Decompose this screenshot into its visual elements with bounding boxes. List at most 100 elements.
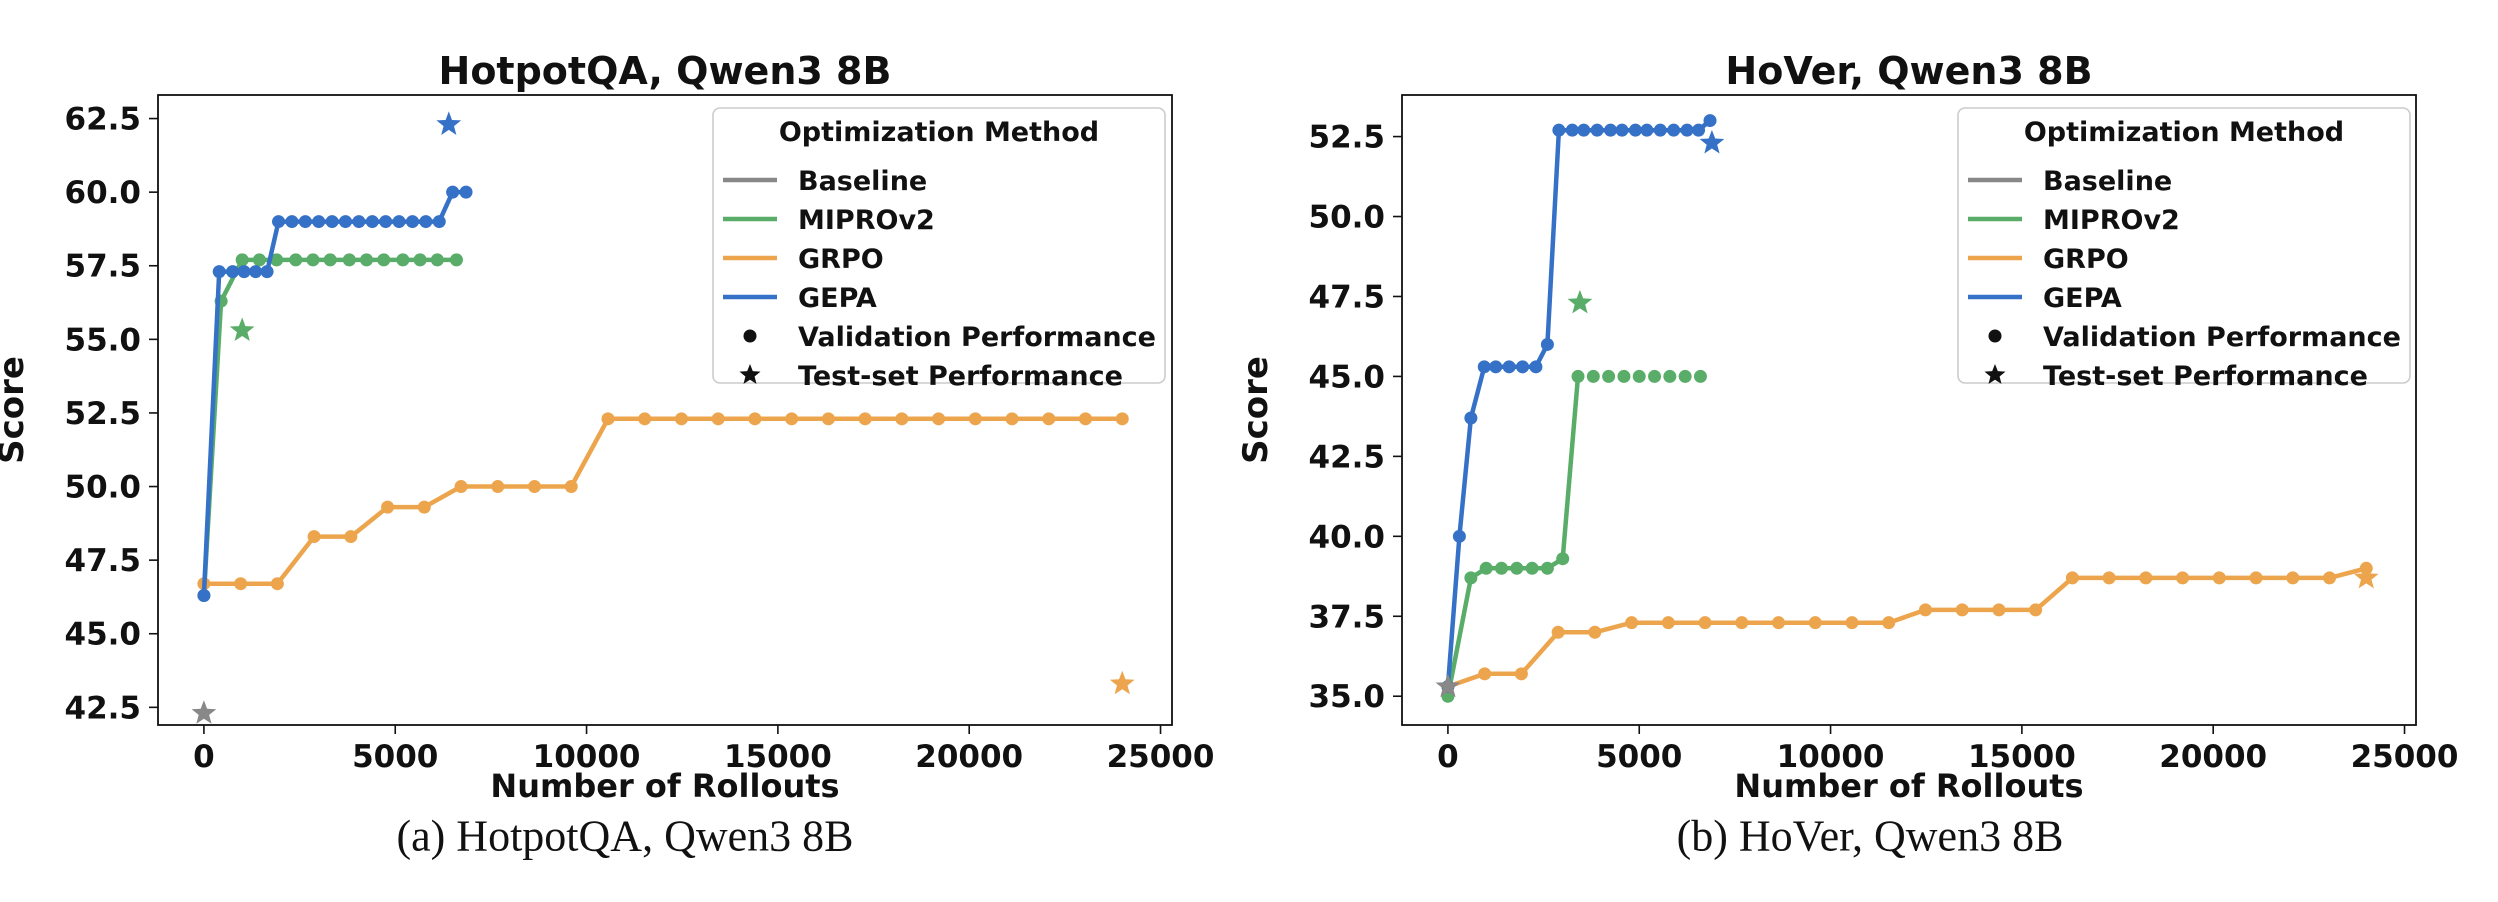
chart-hover: HoVer, Qwen3 8B Number of Rollouts Score 0 5… bbox=[1236, 49, 2458, 805]
chart-title: HotpotQA, Qwen3 8B bbox=[439, 49, 892, 93]
point-grpo bbox=[454, 480, 468, 494]
point-gepa bbox=[338, 215, 352, 229]
point-grpo bbox=[2102, 571, 2116, 585]
x-tick-label: 15000 bbox=[724, 739, 832, 775]
y-tick-label: 62.5 bbox=[65, 102, 142, 138]
point-grpo bbox=[821, 412, 835, 426]
point-miprov2 bbox=[1494, 561, 1508, 575]
point-grpo bbox=[1115, 412, 1129, 426]
point-grpo bbox=[2029, 603, 2043, 617]
point-grpo bbox=[1845, 616, 1859, 630]
point-grpo bbox=[1992, 603, 2006, 617]
point-grpo bbox=[491, 480, 505, 494]
point-grpo bbox=[2176, 571, 2190, 585]
series-line-grpo bbox=[1447, 566, 2367, 689]
y-tick-label: 52.5 bbox=[65, 396, 142, 432]
point-miprov2 bbox=[1479, 561, 1493, 575]
point-miprov2 bbox=[342, 253, 356, 267]
legend-label-baseline: Baseline bbox=[2043, 166, 2172, 197]
y-tick-label: 60.0 bbox=[65, 175, 142, 211]
y-tick-label: 45.0 bbox=[1309, 359, 1386, 395]
series-line-gepa bbox=[1445, 118, 1712, 687]
point-grpo bbox=[2286, 571, 2300, 585]
point-gepa bbox=[419, 215, 433, 229]
caption-hover: (b) HoVer, Qwen3 8B bbox=[1676, 811, 2064, 861]
point-grpo bbox=[674, 412, 688, 426]
legend-label-baseline: Baseline bbox=[798, 166, 927, 197]
test-star-miprov2 bbox=[229, 317, 255, 341]
legend-title: Optimization Method bbox=[2024, 117, 2344, 148]
series-line-miprov2 bbox=[1445, 376, 1581, 697]
point-gepa bbox=[1489, 360, 1503, 374]
x-tick-label: 25000 bbox=[2351, 739, 2459, 775]
test-star-gepa bbox=[436, 111, 462, 135]
point-gepa bbox=[379, 215, 393, 229]
point-miprov2 bbox=[1632, 369, 1646, 383]
test-star-miprov2 bbox=[1567, 289, 1593, 314]
point-miprov2 bbox=[1525, 561, 1539, 575]
point-gepa bbox=[1703, 114, 1717, 128]
point-grpo bbox=[2065, 571, 2079, 585]
point-miprov2 bbox=[430, 253, 444, 267]
y-tick-label: 50.0 bbox=[1309, 200, 1386, 236]
point-gepa bbox=[1667, 123, 1681, 137]
plot-frame bbox=[1401, 94, 2417, 726]
y-tick-label: 35.0 bbox=[1309, 679, 1386, 715]
x-tick-label: 5000 bbox=[352, 739, 438, 775]
point-gepa bbox=[272, 215, 286, 229]
point-miprov2 bbox=[289, 253, 303, 267]
legend-dot-marker bbox=[743, 329, 757, 343]
point-gepa bbox=[1590, 123, 1604, 137]
point-grpo bbox=[2212, 571, 2226, 585]
point-grpo bbox=[1882, 616, 1896, 630]
point-gepa bbox=[298, 215, 312, 229]
y-tick-label: 50.0 bbox=[65, 470, 142, 506]
point-gepa bbox=[1552, 123, 1566, 137]
point-gepa bbox=[1464, 411, 1478, 425]
point-grpo bbox=[1478, 667, 1492, 681]
point-grpo bbox=[1042, 412, 1056, 426]
point-gepa bbox=[1680, 123, 1694, 137]
x-tick-label: 20000 bbox=[2159, 739, 2267, 775]
chart-hotpotqa: HotpotQA, Qwen3 8B Number of Rollouts Scor… bbox=[0, 49, 1214, 805]
point-grpo bbox=[1918, 603, 1932, 617]
point-grpo bbox=[895, 412, 909, 426]
point-gepa bbox=[1628, 123, 1642, 137]
x-tick-label: 10000 bbox=[1777, 739, 1885, 775]
x-tick-label: 0 bbox=[1437, 739, 1459, 775]
point-grpo bbox=[1588, 625, 1602, 639]
legend-label-test-set-performance: Test-set Performance bbox=[2043, 361, 2368, 392]
point-grpo bbox=[1735, 616, 1749, 630]
point-grpo bbox=[711, 412, 725, 426]
legend-label-grpo: GRPO bbox=[2043, 244, 2129, 275]
legend-box bbox=[712, 107, 1166, 384]
x-tick-label: 10000 bbox=[533, 739, 641, 775]
point-grpo bbox=[1772, 616, 1786, 630]
point-gepa bbox=[365, 215, 379, 229]
point-grpo bbox=[1625, 616, 1639, 630]
point-grpo bbox=[417, 500, 431, 514]
point-grpo bbox=[2139, 571, 2153, 585]
point-miprov2 bbox=[449, 253, 463, 267]
legend-label-grpo: GRPO bbox=[798, 244, 884, 275]
y-tick-label: 45.0 bbox=[65, 617, 142, 653]
point-miprov2 bbox=[396, 253, 410, 267]
test-star-baseline bbox=[1435, 673, 1461, 698]
y-tick-label: 52.5 bbox=[1309, 120, 1386, 156]
point-gepa bbox=[352, 215, 366, 229]
point-gepa bbox=[1692, 123, 1706, 137]
point-miprov2 bbox=[1464, 571, 1478, 585]
point-gepa bbox=[197, 588, 211, 602]
point-miprov2 bbox=[252, 253, 266, 267]
legend-star-marker bbox=[739, 364, 761, 384]
point-gepa bbox=[405, 215, 419, 229]
point-miprov2 bbox=[306, 253, 320, 267]
point-gepa bbox=[392, 215, 406, 229]
point-grpo bbox=[1005, 412, 1019, 426]
point-gepa bbox=[237, 265, 251, 279]
point-gepa bbox=[212, 265, 226, 279]
point-gepa bbox=[446, 185, 460, 199]
point-miprov2 bbox=[1586, 369, 1600, 383]
point-miprov2 bbox=[323, 253, 337, 267]
